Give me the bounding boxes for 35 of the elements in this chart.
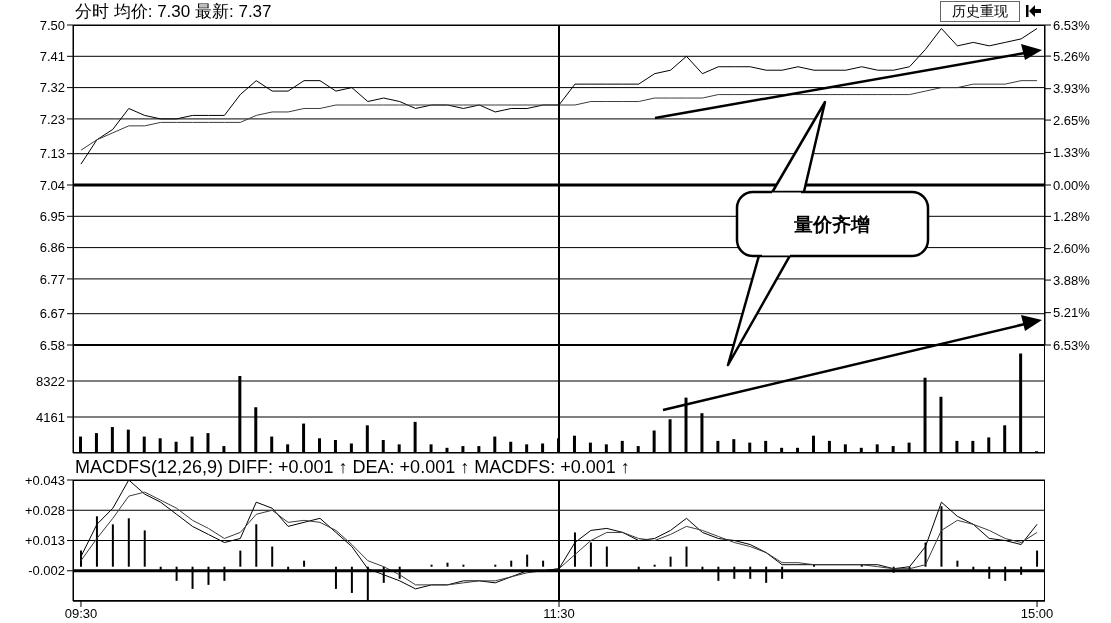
y2-tick-label: 6.53% [1053, 337, 1091, 353]
x-tick-label: 09:30 [64, 606, 98, 622]
y2-tick-label: 3.88% [1053, 272, 1091, 288]
y-tick-label: +0.013 [24, 533, 65, 549]
y-tick-label: 7.32 [39, 80, 65, 96]
y-tick-label: 8322 [36, 373, 65, 389]
y-tick-label: 4161 [36, 409, 65, 425]
chart-title: MACDFS(12,26,9) DIFF: +0.001 ↑ DEA: +0.001 ↑ MACDFS: +0.001 ↑ [75, 456, 630, 478]
y-tick-label: 6.95 [39, 208, 65, 224]
y-tick-label: 6.86 [39, 240, 65, 256]
annotation: 量价齐增 [793, 214, 870, 235]
x-tick-label: 15:00 [1020, 606, 1054, 622]
y2-tick-label: 2.65% [1053, 112, 1091, 128]
y2-tick-label: 6.53% [1053, 17, 1091, 33]
y-tick-label: 7.41 [39, 48, 65, 64]
y-tick-label: 7.13 [39, 146, 65, 162]
y-tick-label: 7.23 [39, 111, 65, 127]
y2-tick-label: 2.60% [1053, 241, 1091, 257]
chart-title: 分时 均价: 7.30 最新: 7.37 [75, 1, 272, 23]
y-tick-label: 6.58 [39, 337, 65, 353]
y2-tick-label: 5.21% [1053, 305, 1091, 321]
y2-tick-label: 5.26% [1053, 48, 1091, 64]
y-tick-label: -0.002 [28, 563, 65, 579]
y2-tick-label: 3.93% [1053, 81, 1091, 97]
y-tick-label: +0.043 [24, 472, 65, 488]
y-tick-label: 7.04 [39, 177, 65, 193]
y-tick-label: 6.67 [39, 306, 65, 322]
y2-tick-label: 1.28% [1053, 208, 1091, 224]
text: 历史重现 [940, 1, 1020, 22]
y-tick-label: +0.028 [24, 502, 65, 518]
y-tick-label: 6.77 [39, 271, 65, 287]
y2-tick-label: 1.33% [1053, 145, 1091, 161]
y2-tick-label: 0.00% [1053, 177, 1091, 193]
y-tick-label: 7.50 [39, 17, 65, 33]
x-tick-label: 11:30 [543, 606, 575, 622]
